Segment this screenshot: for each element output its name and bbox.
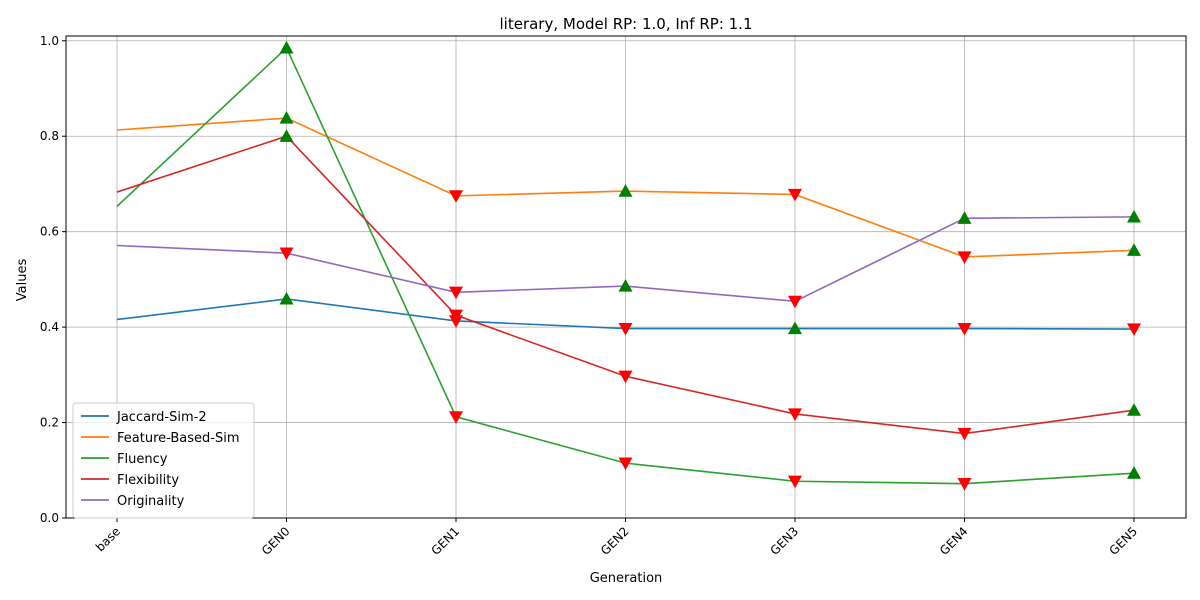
y-tick-label: 0.2 (40, 416, 59, 430)
up-marker (957, 211, 972, 224)
down-marker (957, 427, 972, 441)
down-marker (788, 188, 802, 202)
down-marker (618, 322, 633, 336)
up-marker (1127, 243, 1141, 256)
legend-entry: Fluency (117, 452, 168, 467)
y-axis-label: Values (15, 259, 30, 302)
x-axis-ticks: base GEN0 GEN1 GEN2 GEN3 GEN4 GEN5 (93, 518, 1140, 558)
up-marker (1127, 403, 1141, 416)
down-marker (449, 309, 463, 323)
up-marker (788, 321, 802, 335)
up-marker (1127, 209, 1141, 223)
series-markers (279, 40, 1141, 491)
x-axis-label: Generation (590, 571, 663, 586)
down-marker (788, 408, 802, 421)
down-marker (279, 247, 294, 261)
up-marker (618, 184, 633, 197)
down-marker (788, 295, 802, 309)
y-tick-label: 0.0 (40, 511, 59, 525)
down-marker (957, 478, 972, 491)
legend-entry: Jaccard-Sim-2 (116, 410, 207, 425)
down-marker (449, 286, 463, 300)
y-tick-label: 0.6 (40, 225, 59, 239)
x-tick-label: GEN0 (259, 524, 293, 558)
legend-entry: Feature-Based-Sim (117, 431, 239, 446)
down-marker (957, 251, 972, 264)
y-tick-label: 0.4 (40, 320, 59, 334)
down-marker (449, 411, 463, 424)
y-tick-label: 1.0 (40, 34, 59, 48)
down-marker (957, 322, 972, 336)
x-tick-label: GEN4 (937, 524, 971, 558)
x-tick-label: GEN2 (598, 524, 632, 558)
up-marker (279, 40, 294, 54)
down-marker (1127, 323, 1141, 337)
up-marker (618, 279, 633, 292)
x-tick-label: GEN3 (768, 524, 802, 558)
x-tick-label: base (93, 524, 123, 554)
x-tick-label: GEN5 (1107, 524, 1141, 558)
down-marker (788, 475, 802, 489)
y-tick-label: 0.8 (40, 129, 59, 143)
legend-box (72, 402, 255, 519)
down-marker (449, 190, 463, 203)
y-axis-ticks: 0.0 0.2 0.4 0.6 0.8 1.0 (40, 34, 66, 525)
up-marker (279, 291, 294, 305)
grid-lines (66, 36, 1186, 519)
up-marker (1127, 466, 1141, 479)
up-marker (279, 129, 294, 142)
chart-title: literary, Model RP: 1.0, Inf RP: 1.1 (500, 15, 753, 33)
legend: Jaccard-Sim-2 Feature-Based-Sim Fluency Fle… (72, 402, 255, 519)
down-marker (618, 457, 633, 471)
down-marker (618, 370, 633, 384)
x-tick-label: GEN1 (429, 524, 463, 558)
legend-entry: Flexibility (117, 473, 179, 488)
up-marker (279, 111, 294, 124)
legend-entry: Originality (117, 494, 185, 509)
